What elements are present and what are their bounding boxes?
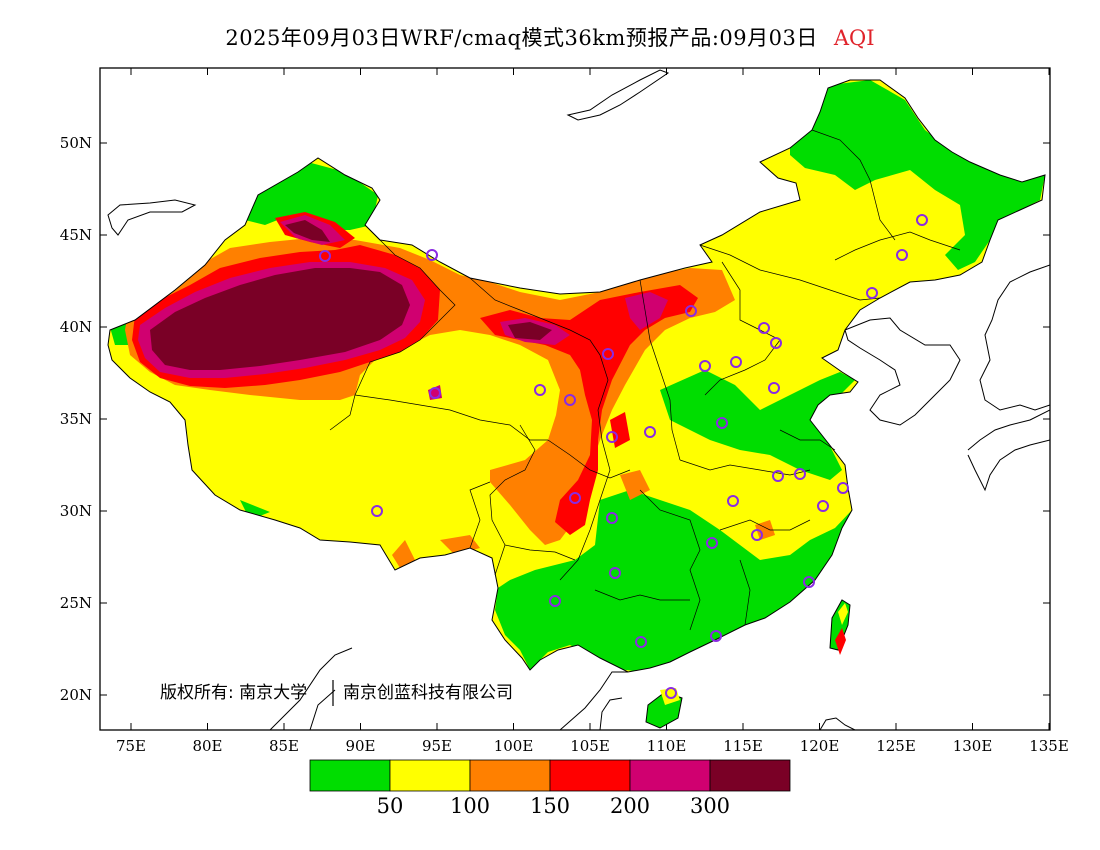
station-marker bbox=[837, 482, 849, 494]
lon-label: 85E bbox=[269, 737, 299, 755]
lat-label: 40N bbox=[60, 318, 92, 336]
station-marker bbox=[772, 470, 784, 482]
lon-label: 95E bbox=[422, 737, 452, 755]
station-marker bbox=[730, 356, 742, 368]
colorbar-swatch bbox=[469, 759, 551, 792]
lat-label: 25N bbox=[60, 594, 92, 612]
neighbor-coastlines bbox=[107, 69, 1050, 730]
station-marker bbox=[602, 348, 614, 360]
colorbar-swatch bbox=[389, 759, 471, 792]
station-marker bbox=[699, 360, 711, 372]
lon-label: 125E bbox=[876, 737, 916, 755]
aqi-level-50-region bbox=[108, 80, 1045, 672]
china-border bbox=[107, 79, 1046, 673]
monitoring-stations bbox=[319, 214, 928, 699]
lat-label: 35N bbox=[60, 410, 92, 428]
korean-peninsula-outline bbox=[844, 317, 961, 426]
station-marker bbox=[569, 492, 581, 504]
lon-label: 80E bbox=[192, 737, 222, 755]
taiwan-aqi-red-patch bbox=[835, 628, 846, 655]
station-marker bbox=[429, 387, 441, 399]
lat-label: 30N bbox=[60, 502, 92, 520]
station-marker bbox=[794, 468, 806, 480]
station-marker bbox=[803, 576, 815, 588]
station-marker bbox=[534, 384, 546, 396]
lon-label: 90E bbox=[345, 737, 375, 755]
lat-label: 45N bbox=[60, 226, 92, 244]
bay-of-bengal-outline bbox=[269, 647, 353, 730]
china-aqi-field bbox=[107, 79, 1046, 729]
station-marker bbox=[758, 322, 770, 334]
colorbar-label: 150 bbox=[530, 794, 570, 818]
axis-labels: 50N 45N 40N 35N 30N 25N 20N 75E 80E 85E 90E 95E 100E… bbox=[60, 68, 1069, 755]
station-marker bbox=[817, 500, 829, 512]
lon-label: 135E bbox=[1029, 737, 1069, 755]
colorbar-label: 300 bbox=[690, 794, 730, 818]
station-marker bbox=[319, 250, 331, 262]
station-marker bbox=[896, 249, 908, 261]
aqi-colorbar: 50 100 150 200 300 bbox=[309, 759, 791, 818]
colorbar-swatch bbox=[629, 759, 711, 792]
province-boundaries bbox=[329, 129, 961, 631]
copyright-right: 南京创蓝科技有限公司 bbox=[343, 683, 513, 703]
colorbar-label: 50 bbox=[377, 794, 404, 818]
lake-balkhash-outline bbox=[107, 199, 197, 236]
lon-label: 100E bbox=[494, 737, 534, 755]
station-marker bbox=[751, 529, 763, 541]
station-marker bbox=[866, 287, 878, 299]
indochina-outline bbox=[559, 671, 628, 730]
lake-baikal-outline bbox=[566, 69, 670, 121]
map-title: 2025年09月03日WRF/cmaq模式36km预报产品:09月03日 AQI bbox=[0, 22, 1100, 52]
colorbar-label: 200 bbox=[610, 794, 650, 818]
lat-label: 20N bbox=[60, 686, 92, 704]
station-marker bbox=[609, 567, 621, 579]
colorbar-swatch bbox=[709, 759, 791, 792]
station-marker bbox=[710, 630, 722, 642]
title-main: 2025年09月03日WRF/cmaq模式36km预报产品:09月03日 bbox=[225, 26, 818, 50]
station-marker bbox=[665, 687, 677, 699]
lon-label: 75E bbox=[116, 737, 146, 755]
luzon-outline bbox=[819, 717, 856, 730]
aqi-level-above-300-region bbox=[150, 220, 552, 370]
colorbar-swatch bbox=[549, 759, 631, 792]
station-marker bbox=[606, 431, 618, 443]
title-variable: AQI bbox=[833, 26, 875, 50]
taiwan-aqi-patch bbox=[838, 603, 848, 625]
lat-label: 50N bbox=[60, 134, 92, 152]
station-marker bbox=[564, 394, 576, 406]
station-marker bbox=[549, 595, 561, 607]
colorbar-swatch bbox=[309, 759, 391, 792]
map-frame bbox=[99, 67, 1051, 731]
station-marker bbox=[768, 382, 780, 394]
japan-outline bbox=[979, 264, 1050, 411]
map-area: 版权所有: 南京大学 南京创蓝科技有限公司 bbox=[107, 69, 1050, 730]
lon-label: 130E bbox=[953, 737, 993, 755]
station-marker bbox=[426, 249, 438, 261]
lon-label: 105E bbox=[570, 737, 610, 755]
station-marker bbox=[716, 417, 728, 429]
station-marker bbox=[644, 426, 656, 438]
lon-label: 110E bbox=[647, 737, 687, 755]
copyright-left: 版权所有: 南京大学 bbox=[160, 683, 307, 703]
station-marker bbox=[606, 512, 618, 524]
station-marker bbox=[727, 495, 739, 507]
japan-kyushu-outline bbox=[967, 409, 1050, 492]
lon-label: 120E bbox=[800, 737, 840, 755]
station-marker bbox=[635, 636, 647, 648]
map-border bbox=[99, 67, 1051, 731]
lon-label: 115E bbox=[723, 737, 763, 755]
station-marker bbox=[706, 537, 718, 549]
station-marker bbox=[685, 305, 697, 317]
station-marker bbox=[770, 337, 782, 349]
station-marker bbox=[371, 505, 383, 517]
colorbar-label: 100 bbox=[450, 794, 490, 818]
station-marker bbox=[916, 214, 928, 226]
